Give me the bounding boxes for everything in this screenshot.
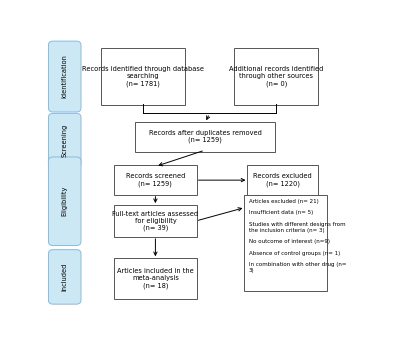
FancyBboxPatch shape [234,48,318,105]
Text: Identification: Identification [62,55,68,98]
FancyBboxPatch shape [101,48,185,105]
Text: Records identified through database
searching
(n= 1781): Records identified through database sear… [82,66,204,87]
FancyBboxPatch shape [48,250,81,304]
FancyBboxPatch shape [48,113,81,168]
Text: Articles included in the
meta-analysis
(n= 18): Articles included in the meta-analysis (… [117,268,194,289]
FancyBboxPatch shape [135,121,275,152]
FancyBboxPatch shape [48,41,81,112]
Text: Eligibility: Eligibility [62,186,68,216]
Text: Records after duplicates removed
(n= 1259): Records after duplicates removed (n= 125… [148,130,262,143]
FancyBboxPatch shape [114,165,197,195]
FancyBboxPatch shape [114,205,197,238]
Text: Screening: Screening [62,124,68,157]
FancyBboxPatch shape [244,195,328,291]
Text: Included: Included [62,263,68,291]
Text: Records excluded
(n= 1220): Records excluded (n= 1220) [253,173,312,187]
Text: Additional records identified
through other sources
(n= 0): Additional records identified through ot… [229,66,324,87]
Text: Articles excluded (n= 21)

Insufficient data (n= 5)

Studies with different desi: Articles excluded (n= 21) Insufficient d… [249,199,346,273]
FancyBboxPatch shape [114,258,197,299]
FancyBboxPatch shape [48,157,81,246]
FancyBboxPatch shape [247,165,318,195]
Text: Full-text articles assessed
for eligibility
(n= 39): Full-text articles assessed for eligibil… [112,211,198,231]
Text: Records screened
(n= 1259): Records screened (n= 1259) [126,173,185,187]
